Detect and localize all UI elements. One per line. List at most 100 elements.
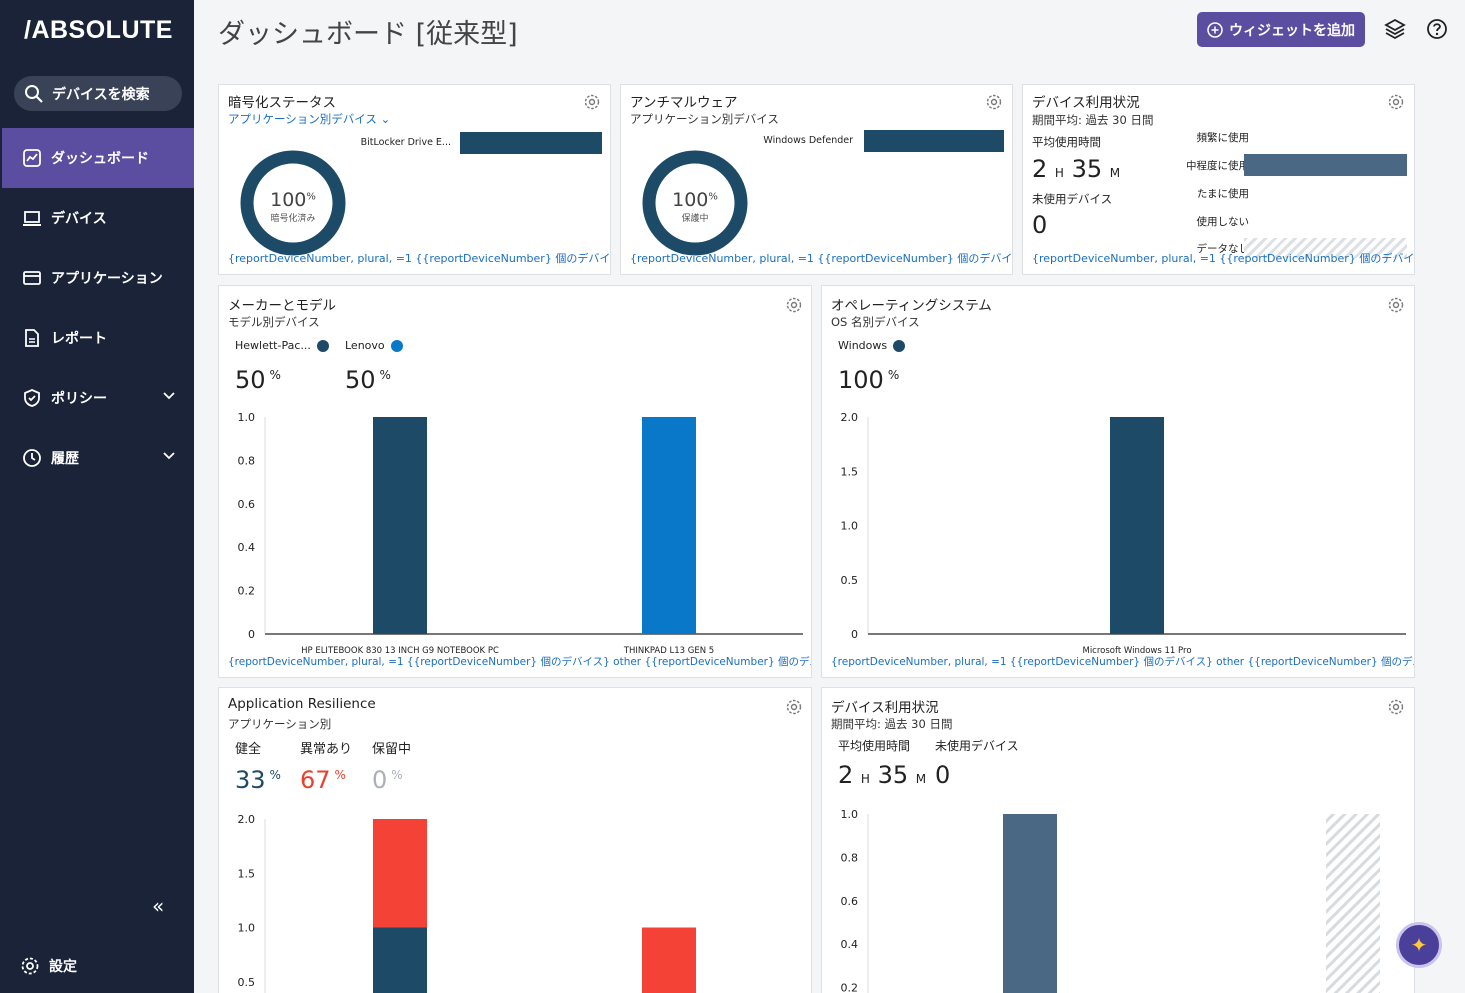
donut-center: 100% 保護中 <box>641 189 749 224</box>
absolute-logo[interactable]: /ABSOLUTE <box>24 16 173 44</box>
unused-devices-value: 0 <box>1032 211 1048 239</box>
usage-row-unused: 使用しない <box>1196 216 1250 228</box>
usage-row-moderate: 中程度に使用 <box>1186 160 1249 172</box>
gear-icon[interactable] <box>1387 93 1405 111</box>
card-title: オペレーティングシステム <box>831 298 992 314</box>
gear-icon[interactable] <box>785 698 803 716</box>
bar-label: BitLocker Drive E... <box>360 137 451 148</box>
x-tick-label: Microsoft Windows 11 Pro <box>1082 646 1191 656</box>
y-tick-label: 1.5 <box>238 867 256 880</box>
gear-icon <box>21 957 39 975</box>
bar <box>373 417 427 634</box>
y-tick-label: 0 <box>851 628 858 641</box>
card-title: デバイス利用状況 <box>831 700 939 716</box>
avg-usage-value: 2 H 35 M <box>838 761 927 789</box>
y-tick-label: 0.2 <box>841 982 859 993</box>
y-tick-label: 0.8 <box>238 454 256 467</box>
gear-icon[interactable] <box>785 296 803 314</box>
y-tick-label: 2.0 <box>841 411 859 424</box>
device-usage-card: デバイス利用状況 期間平均: 過去 30 日間 平均使用時間 2 H 35 M … <box>1022 84 1415 275</box>
sidebar-item-reports[interactable]: レポート <box>2 308 194 368</box>
stat-label-issues: 異常あり <box>300 742 353 757</box>
sidebar-item-label: アプリケーション <box>51 271 163 287</box>
chevron-down-icon <box>163 392 175 400</box>
document-icon <box>25 329 39 347</box>
y-tick-label: 1.0 <box>238 922 256 935</box>
settings-button[interactable]: 設定 <box>20 956 77 976</box>
usage-row-frequent: 頻繁に使用 <box>1196 132 1250 144</box>
y-tick-label: 2.0 <box>238 813 256 826</box>
stat-label-pending: 保留中 <box>372 742 412 757</box>
gear-icon[interactable] <box>1387 698 1405 716</box>
help-icon[interactable] <box>1426 18 1448 40</box>
y-tick-label: 0.5 <box>841 574 859 587</box>
bar[interactable] <box>864 130 1004 152</box>
stat-label-healthy: 健全 <box>235 742 262 757</box>
y-tick-label: 0.2 <box>238 585 256 598</box>
stat-value-pending: 0% <box>372 766 403 794</box>
gear-icon[interactable] <box>583 93 601 111</box>
device-count-text: {reportDeviceNumber, plural, =1 {{report… <box>630 252 1012 265</box>
y-tick-label: 1.0 <box>238 411 256 424</box>
unused-devices-value: 0 <box>935 761 951 789</box>
sidebar-item-devices[interactable]: デバイス <box>2 188 194 248</box>
collapse-sidebar-button[interactable]: « <box>152 894 165 918</box>
y-tick-label: 0.6 <box>238 498 256 511</box>
bar[interactable] <box>460 132 602 154</box>
legend-item[interactable]: Hewlett-Pac... <box>235 339 329 352</box>
bar-label: Windows Defender <box>763 135 853 146</box>
sidebar-item-policies[interactable]: ポリシー <box>2 368 194 428</box>
chart-icon <box>23 149 41 167</box>
page-title: ダッシュボード [従来型] <box>218 19 518 50</box>
card-title: Application Resilience <box>228 696 376 712</box>
x-tick-label: THINKPAD L13 GEN 5 <box>623 646 714 656</box>
bar <box>1110 417 1164 634</box>
group-by-dropdown[interactable]: アプリケーション別デバイス ⌄ <box>228 112 391 126</box>
resilience-chart: 2.0 1.5 1.0 0.5 <box>238 813 696 993</box>
ai-assistant-button[interactable]: ✦ <box>1396 922 1442 968</box>
bar <box>1326 814 1380 993</box>
card-subtitle: OS 名別デバイス <box>831 315 920 329</box>
window-icon <box>23 271 41 285</box>
legend-item[interactable]: Lenovo <box>345 339 403 352</box>
device-count-text: {reportDeviceNumber, plural, =1 {{report… <box>228 252 610 265</box>
avg-usage-label: 平均使用時間 <box>1032 135 1101 149</box>
period-label: 期間平均: 過去 30 日間 <box>831 717 953 731</box>
bar <box>1003 814 1057 993</box>
add-widget-button[interactable]: ウィジェットを追加 <box>1197 12 1365 47</box>
chevron-down-icon <box>163 452 175 460</box>
layers-icon[interactable] <box>1384 18 1406 40</box>
sidebar-item-applications[interactable]: アプリケーション <box>2 248 194 308</box>
settings-label: 設定 <box>49 959 77 975</box>
operating-system-card: オペレーティングシステム OS 名別デバイス Windows 100% 2.0 1… <box>821 285 1415 678</box>
card-title: アンチマルウェア <box>630 95 738 111</box>
card-subtitle: モデル別デバイス <box>228 315 320 329</box>
device-search-button[interactable]: デバイスを検索 <box>14 76 182 111</box>
maker-model-card: メーカーとモデル モデル別デバイス Hewlett-Pac... Lenovo … <box>218 285 812 678</box>
gear-icon[interactable] <box>1387 296 1405 314</box>
encryption-status-card: 暗号化ステータス アプリケーション別デバイス ⌄ 100% 暗号化済み BitL… <box>218 84 611 275</box>
y-tick-label: 0.8 <box>841 851 859 864</box>
period-label: 期間平均: 過去 30 日間 <box>1032 113 1154 127</box>
bar-segment <box>373 927 427 993</box>
card-title: メーカーとモデル <box>228 298 336 314</box>
usage-bar-moderate[interactable] <box>1244 154 1407 176</box>
device-usage-large-card: デバイス利用状況 期間平均: 過去 30 日間 平均使用時間 未使用デバイス 2… <box>821 687 1415 993</box>
device-count-text: {reportDeviceNumber, plural, =1 {{report… <box>1032 252 1414 265</box>
encryption-donut <box>240 150 346 256</box>
donut-center: 100% 暗号化済み <box>239 189 347 224</box>
sidebar-item-label: 履歴 <box>51 451 79 467</box>
y-tick-label: 0.6 <box>841 895 859 908</box>
gear-icon[interactable] <box>985 93 1003 111</box>
sidebar-item-label: デバイス <box>51 211 107 227</box>
search-icon <box>25 84 43 103</box>
sidebar-item-history[interactable]: 履歴 <box>2 428 194 488</box>
sidebar-item-dashboard[interactable]: ダッシュボード <box>2 128 194 188</box>
sidebar-item-label: レポート <box>51 331 107 347</box>
usage-bar-no-data[interactable] <box>1244 238 1407 258</box>
stat-value-issues: 67% <box>300 766 346 794</box>
legend-item[interactable]: Windows <box>838 339 906 352</box>
application-resilience-card: Application Resilience アプリケーション別 健全 異常あり… <box>218 687 812 993</box>
usage-row-occasional: たまに使用 <box>1196 188 1249 200</box>
y-tick-label: 0.4 <box>841 938 859 951</box>
